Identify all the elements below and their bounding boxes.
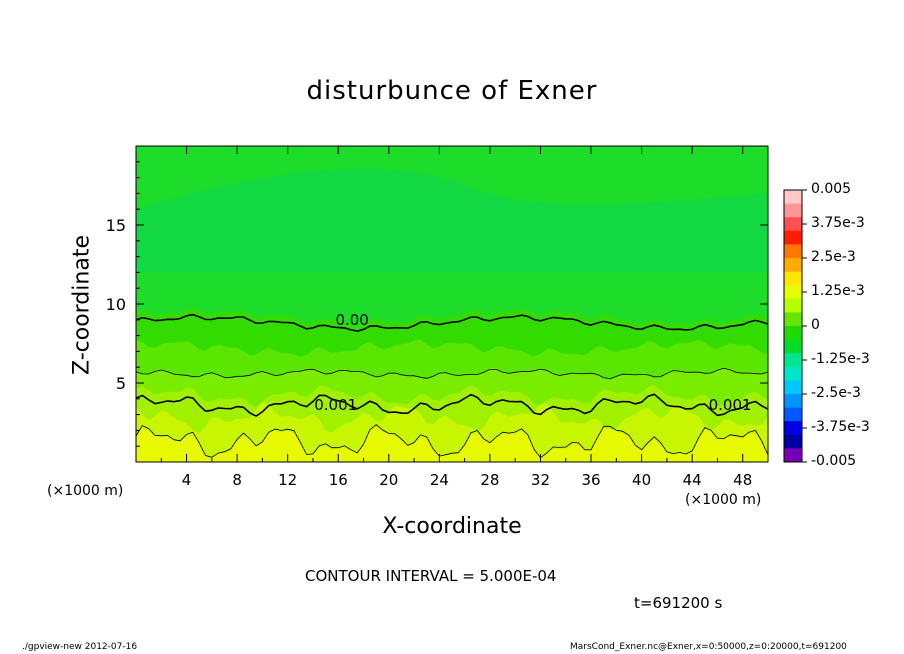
colorbar-segment-10	[784, 326, 802, 341]
contour-line-zero	[135, 313, 769, 333]
x-axis-label: X-coordinate	[382, 514, 522, 539]
contour-line-0p0015	[135, 424, 769, 459]
x-axis-unit-left: (×1000 m)	[47, 483, 124, 499]
y-tick-label-1: 10	[106, 295, 126, 314]
x-tick-label-5: 24	[430, 471, 449, 489]
time-label: t=691200 s	[634, 594, 723, 612]
contour-line-0p001	[135, 393, 769, 418]
colorbar-segment-9	[784, 312, 802, 327]
colorbar-label-1: 3.75e-3	[811, 215, 865, 231]
contour-line-0p0005	[135, 367, 769, 380]
colorbar-segment-4	[784, 244, 802, 259]
x-tick-label-0: 4	[182, 471, 192, 489]
contour-label-2: 0.001	[709, 396, 752, 414]
colorbar-segment-6	[784, 271, 802, 286]
x-axis-unit-right: (×1000 m)	[685, 492, 762, 508]
colorbar-segment-13	[784, 366, 802, 381]
footer-source: MarsCond_Exner.nc@Exner,x=0:50000,z=0:20…	[570, 642, 847, 652]
x-tick-label-1: 8	[232, 471, 242, 489]
colorbar-label-0: 0.005	[811, 181, 852, 197]
field-band-5	[136, 427, 768, 462]
contour-label-1: 0.001	[314, 396, 357, 414]
colorbar-segment-3	[784, 230, 802, 245]
colorbar-segment-7	[784, 285, 802, 300]
contour-label-0: 0.00	[335, 311, 368, 329]
colorbar-label-4: 0	[811, 317, 820, 333]
x-tick-label-4: 20	[379, 471, 398, 489]
colorbar-label-8: -0.005	[811, 453, 857, 469]
x-tick-label-3: 16	[329, 471, 348, 489]
chart-title: disturbunce of Exner	[306, 76, 598, 106]
colorbar-segment-17	[784, 421, 802, 436]
x-tick-label-10: 44	[683, 471, 702, 489]
x-tick-label-8: 36	[581, 471, 600, 489]
x-tick-label-7: 32	[531, 471, 550, 489]
field-region-upper	[136, 168, 768, 273]
x-tick-label-9: 40	[632, 471, 651, 489]
colorbar-segment-8	[784, 298, 802, 313]
colorbar-segment-18	[784, 434, 802, 449]
colorbar-segment-12	[784, 353, 802, 368]
colorbar-segment-19	[784, 448, 802, 463]
colorbar-segment-11	[784, 339, 802, 354]
y-tick-label-0: 5	[116, 374, 126, 393]
colorbar-segment-5	[784, 258, 802, 273]
colorbar-label-5: -1.25e-3	[811, 351, 870, 367]
colorbar-segment-15	[784, 394, 802, 409]
x-tick-label-11: 48	[733, 471, 752, 489]
colorbar-label-6: -2.5e-3	[811, 385, 861, 401]
colorbar-segment-16	[784, 407, 802, 422]
footer-program: ./gpview-new 2012-07-16	[22, 642, 138, 652]
colorbar-segment-0	[784, 190, 802, 205]
contour-interval-label: CONTOUR INTERVAL = 5.000E-04	[305, 567, 557, 585]
colorbar-label-7: -3.75e-3	[811, 419, 870, 435]
y-tick-label-2: 15	[106, 216, 126, 235]
colorbar-label-3: 1.25e-3	[811, 283, 865, 299]
colorbar-segment-1	[784, 203, 802, 218]
x-tick-label-6: 28	[480, 471, 499, 489]
colorbar-segment-2	[784, 217, 802, 232]
colorbar-segment-14	[784, 380, 802, 395]
x-tick-label-2: 12	[278, 471, 297, 489]
y-axis-label: Z-coordinate	[69, 235, 95, 375]
colorbar-label-2: 2.5e-3	[811, 249, 856, 265]
